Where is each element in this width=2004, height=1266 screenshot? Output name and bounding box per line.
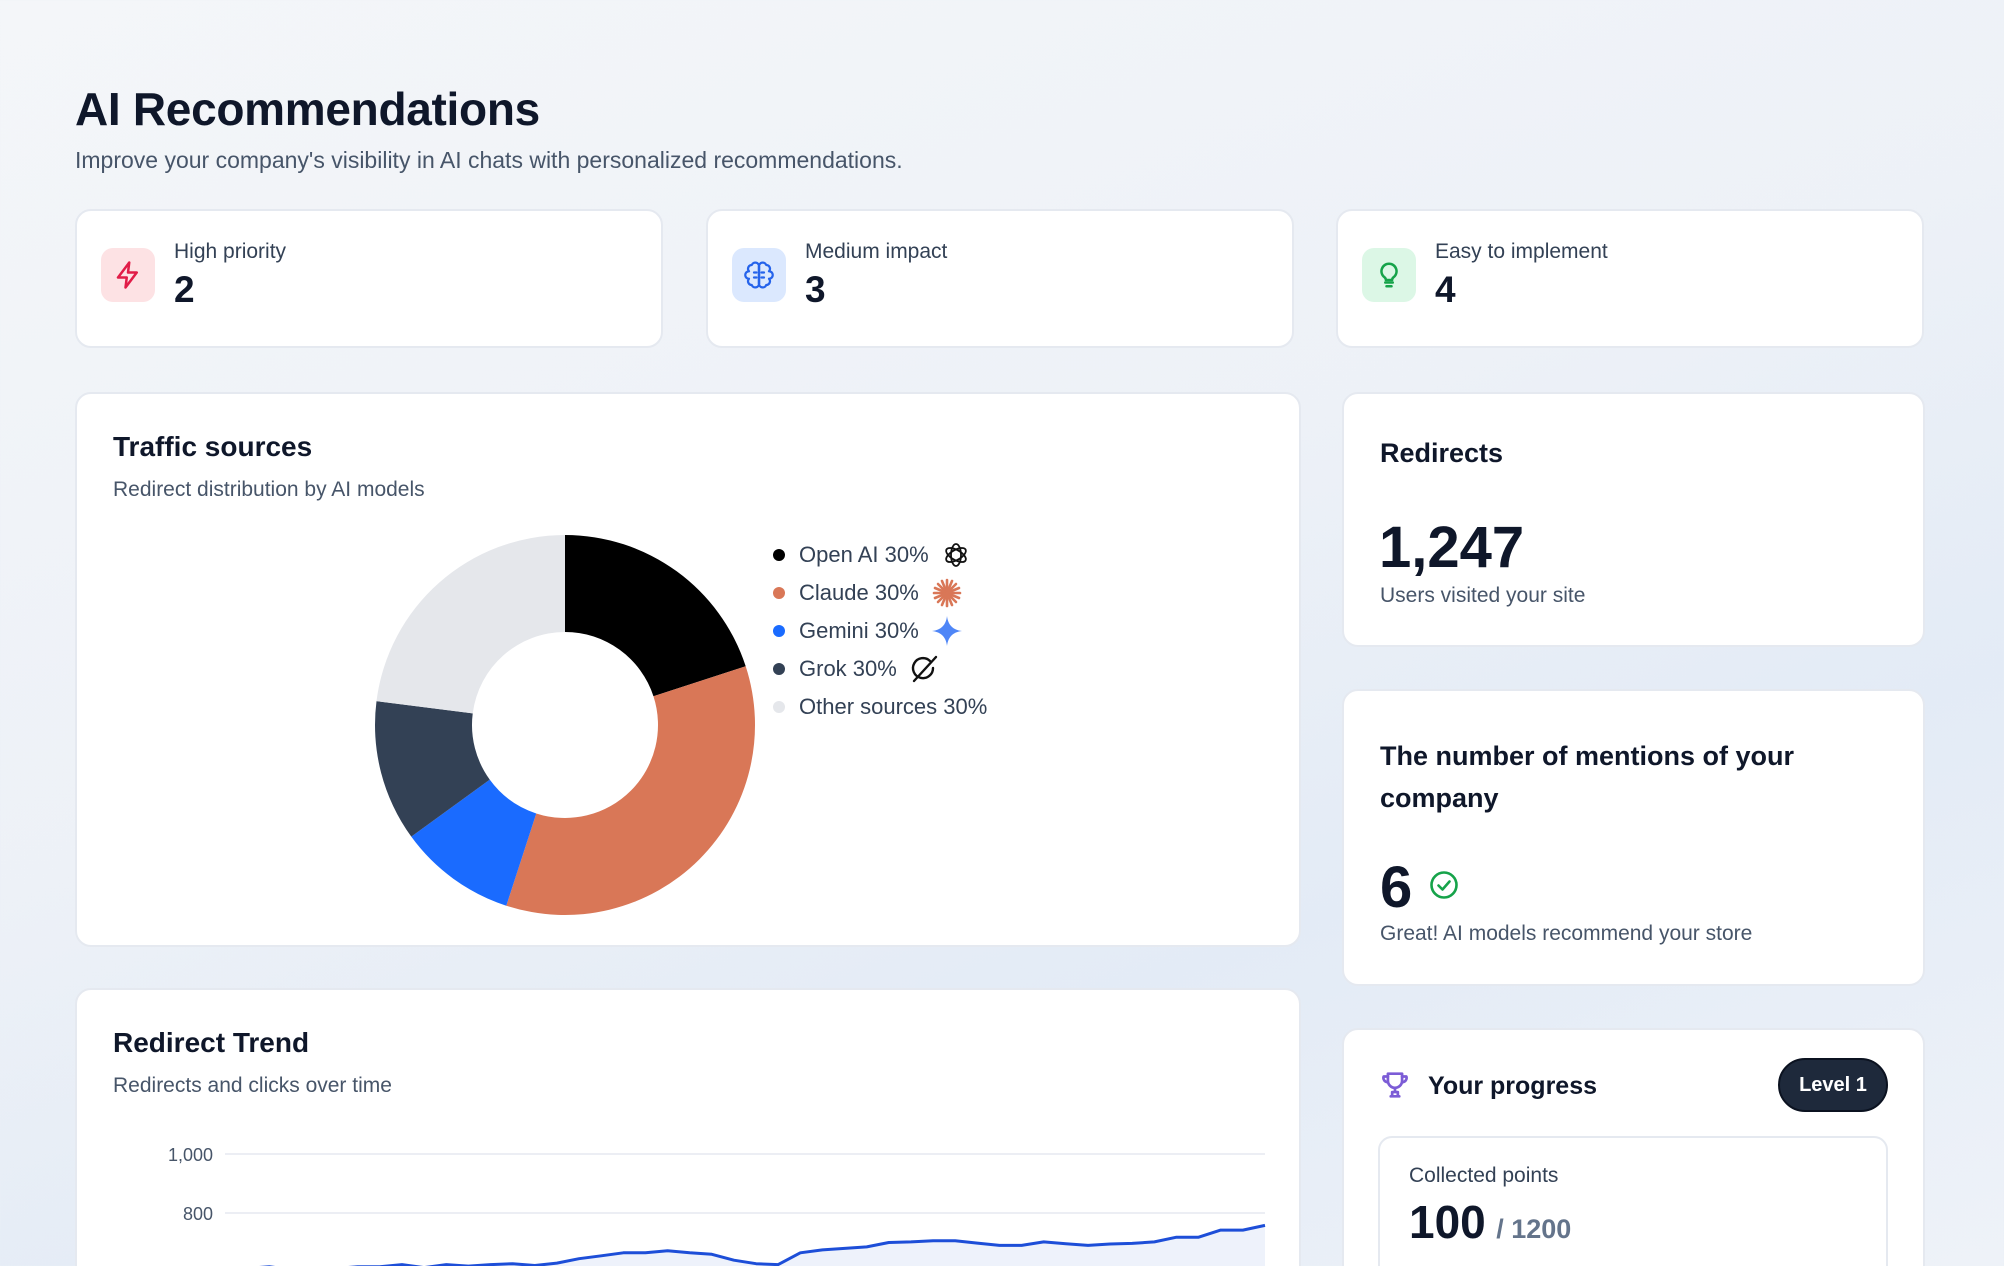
y-tick-label: 1,000 bbox=[168, 1145, 213, 1165]
trophy-icon bbox=[1378, 1068, 1412, 1107]
legend-item-grok[interactable]: Grok 30% bbox=[773, 650, 987, 688]
donut-slice-gemini[interactable] bbox=[411, 779, 537, 906]
mentions-value: 6 bbox=[1380, 855, 1413, 920]
donut-slice-other-sources[interactable] bbox=[376, 535, 565, 714]
legend-item-other[interactable]: Other sources 30% bbox=[773, 688, 987, 726]
card-title: Redirect Trend bbox=[113, 1027, 310, 1058]
legend-label: Gemini 30% bbox=[799, 618, 919, 643]
legend-dot bbox=[773, 549, 785, 561]
mentions-card: The number of mentions of your company 6… bbox=[1342, 689, 1925, 986]
traffic-donut-chart bbox=[375, 535, 755, 915]
stat-card-medium-impact[interactable]: Medium impact 3 bbox=[706, 209, 1294, 348]
trend-area bbox=[387, 1225, 1265, 1266]
trend-line[interactable] bbox=[225, 1223, 1266, 1266]
page-subtitle: Improve your company's visibility in AI … bbox=[75, 147, 903, 173]
traffic-legend: Open AI 30% Claude 30% bbox=[773, 536, 987, 726]
page-title: AI Recommendations bbox=[75, 83, 540, 135]
legend-dot bbox=[773, 587, 785, 599]
card-subtitle: Redirect distribution by AI models bbox=[113, 478, 425, 501]
stat-value: 2 bbox=[174, 269, 195, 310]
stat-card-high-priority[interactable]: High priority 2 bbox=[75, 209, 663, 348]
legend-item-gemini[interactable]: Gemini 30% bbox=[773, 612, 987, 650]
brain-icon bbox=[732, 248, 786, 302]
claude-icon bbox=[931, 577, 963, 609]
stat-card-easy-to-implement[interactable]: Easy to implement 4 bbox=[1336, 209, 1924, 348]
lightbulb-icon bbox=[1362, 248, 1416, 302]
donut-slice-grok[interactable] bbox=[375, 701, 490, 837]
stat-label: Medium impact bbox=[805, 240, 948, 263]
legend-item-claude[interactable]: Claude 30% bbox=[773, 574, 987, 612]
legend-label: Claude 30% bbox=[799, 580, 919, 605]
card-title: Traffic sources bbox=[113, 431, 313, 462]
redirect-trend-card: Redirect Trend Redirects and clicks over… bbox=[75, 988, 1301, 1266]
card-title-line: The number of mentions of your bbox=[1380, 741, 1795, 771]
points-total: / 1200 bbox=[1496, 1214, 1572, 1244]
check-circle-icon bbox=[1428, 869, 1460, 906]
donut-slice-claude[interactable] bbox=[506, 666, 755, 915]
legend-item-openai[interactable]: Open AI 30% bbox=[773, 536, 987, 574]
legend-dot bbox=[773, 663, 785, 675]
legend-dot bbox=[773, 701, 785, 713]
points-value: 100 bbox=[1409, 1196, 1486, 1248]
openai-icon bbox=[941, 540, 971, 570]
redirects-card: Redirects 1,247 Users visited your site bbox=[1342, 392, 1925, 647]
legend-label: Open AI 30% bbox=[799, 542, 929, 567]
redirects-value: 1,247 bbox=[1379, 515, 1525, 580]
level-badge[interactable]: Level 1 bbox=[1778, 1058, 1888, 1112]
y-tick-label: 600 bbox=[183, 1263, 213, 1266]
points-box: Collected points 100 / 1200 bbox=[1378, 1136, 1888, 1266]
y-tick-label: 800 bbox=[183, 1204, 213, 1224]
points-readout: 100 / 1200 bbox=[1409, 1195, 1571, 1249]
card-title-line: company bbox=[1380, 783, 1499, 813]
donut-slice-open-ai[interactable] bbox=[565, 535, 746, 697]
redirects-caption: Users visited your site bbox=[1380, 584, 1586, 607]
progress-title: Your progress bbox=[1428, 1072, 1598, 1100]
stat-value: 3 bbox=[805, 269, 826, 310]
stat-label: High priority bbox=[174, 240, 287, 263]
card-title: The number of mentions of your company bbox=[1380, 735, 1794, 819]
card-title: Redirects bbox=[1380, 438, 1504, 468]
lightning-icon bbox=[101, 248, 155, 302]
legend-label: Other sources 30% bbox=[799, 694, 988, 719]
card-subtitle: Redirects and clicks over time bbox=[113, 1074, 392, 1097]
points-label: Collected points bbox=[1409, 1164, 1559, 1187]
mentions-caption: Great! AI models recommend your store bbox=[1380, 922, 1753, 945]
legend-dot bbox=[773, 625, 785, 637]
redirect-trend-chart: 1,000 800 600 bbox=[168, 1145, 1266, 1266]
legend-label: Grok 30% bbox=[799, 656, 897, 681]
stat-value: 4 bbox=[1435, 269, 1456, 310]
gemini-icon bbox=[931, 615, 963, 647]
stat-label: Easy to implement bbox=[1435, 240, 1608, 263]
grok-icon bbox=[909, 654, 939, 684]
